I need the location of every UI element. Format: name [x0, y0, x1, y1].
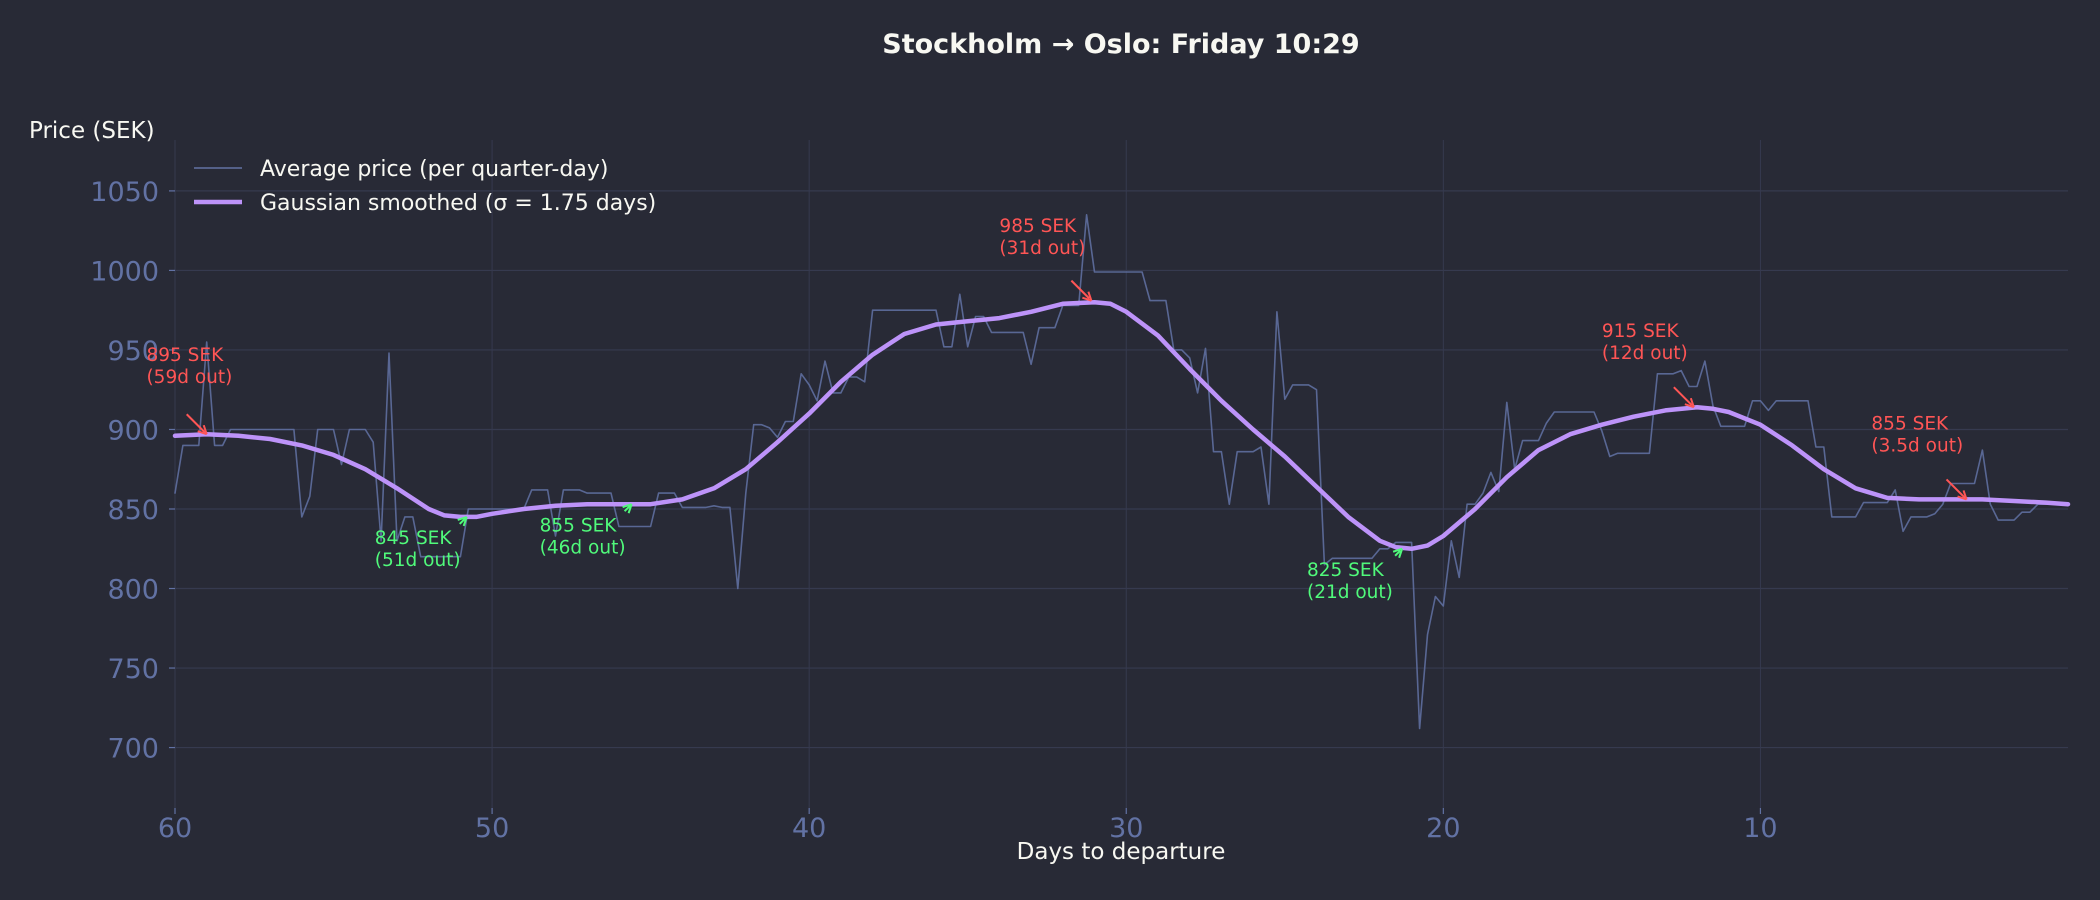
annotation-arrow [186, 413, 206, 433]
y-tick-label: 700 [107, 734, 159, 765]
annotation-label: (31d out) [999, 238, 1085, 259]
peak-annotation: 985 SEK(31d out) [999, 216, 1093, 302]
y-axis-label: Price (SEK) [29, 118, 155, 144]
annotation-label: 855 SEK [540, 515, 618, 536]
peak-annotation: 915 SEK(12d out) [1602, 321, 1695, 409]
x-tick-label: 60 [158, 813, 192, 844]
y-tick-label: 1050 [90, 177, 159, 208]
annotation-label: 825 SEK [1307, 560, 1385, 581]
axis-ticks: 700 750 800 850 900 950 1000 1050 60 50 40 30 20 10 [90, 177, 1777, 844]
average-price-line [174, 214, 2069, 730]
y-tick-label: 900 [107, 415, 159, 446]
annotation-arrow [1945, 478, 1966, 499]
x-tick-label: 40 [792, 813, 826, 844]
y-tick-label: 950 [107, 336, 159, 367]
annotation-label: (21d out) [1307, 582, 1393, 603]
y-tick-label: 1000 [90, 256, 159, 287]
annotation-arrow [459, 518, 466, 525]
annotation-label: (59d out) [146, 367, 232, 388]
peak-annotation: 855 SEK(3.5d out) [1871, 413, 1968, 501]
annotation-label: (46d out) [540, 537, 626, 558]
annotations-layer: 895 SEK(59d out)845 SEK(51d out)855 SEK(… [146, 216, 1968, 603]
annotation-label: 985 SEK [999, 216, 1077, 237]
trough-annotation: 845 SEK(51d out) [375, 515, 468, 571]
annotation-arrowhead [1684, 397, 1695, 409]
trough-annotation: 825 SEK(21d out) [1307, 547, 1404, 603]
annotation-label: 845 SEK [375, 528, 453, 549]
annotation-arrowhead [457, 515, 468, 527]
annotation-label: 855 SEK [1871, 413, 1949, 434]
grid [174, 140, 2068, 808]
chart-title: Stockholm → Oslo: Friday 10:29 [882, 29, 1359, 60]
annotation-arrowhead [1392, 547, 1404, 559]
annotation-label: (51d out) [375, 550, 461, 571]
annotation-arrow [623, 505, 631, 512]
annotation-arrow [1070, 279, 1091, 300]
annotation-label: (3.5d out) [1871, 435, 1963, 456]
annotation-arrow [1673, 386, 1693, 406]
y-tick-label: 750 [107, 654, 159, 685]
x-tick-label: 10 [1743, 813, 1777, 844]
x-axis-label: Days to departure [1017, 839, 1226, 865]
legend-label-raw: Average price (per quarter-day) [260, 157, 608, 182]
legend-label-smooth: Gaussian smoothed (σ = 1.75 days) [260, 191, 656, 216]
annotation-label: 915 SEK [1602, 321, 1680, 342]
annotation-arrowhead [1957, 490, 1968, 501]
annotation-arrowhead [622, 503, 633, 514]
annotation-label: 895 SEK [146, 345, 224, 366]
peak-annotation: 895 SEK(59d out) [146, 345, 232, 436]
smoothed-price-line [172, 299, 2071, 552]
y-tick-label: 850 [107, 495, 159, 526]
annotation-arrowhead [197, 424, 208, 436]
legend: Average price (per quarter-day) Gaussian… [194, 157, 656, 216]
series-layer [172, 214, 2071, 730]
x-tick-label: 30 [1109, 813, 1143, 844]
annotation-arrow [1394, 550, 1401, 557]
trough-annotation: 855 SEK(46d out) [540, 503, 633, 558]
annotation-label: (12d out) [1602, 343, 1688, 364]
annotation-arrowhead [1082, 291, 1093, 302]
x-tick-label: 50 [475, 813, 509, 844]
x-tick-label: 20 [1426, 813, 1460, 844]
y-tick-label: 800 [107, 575, 159, 606]
